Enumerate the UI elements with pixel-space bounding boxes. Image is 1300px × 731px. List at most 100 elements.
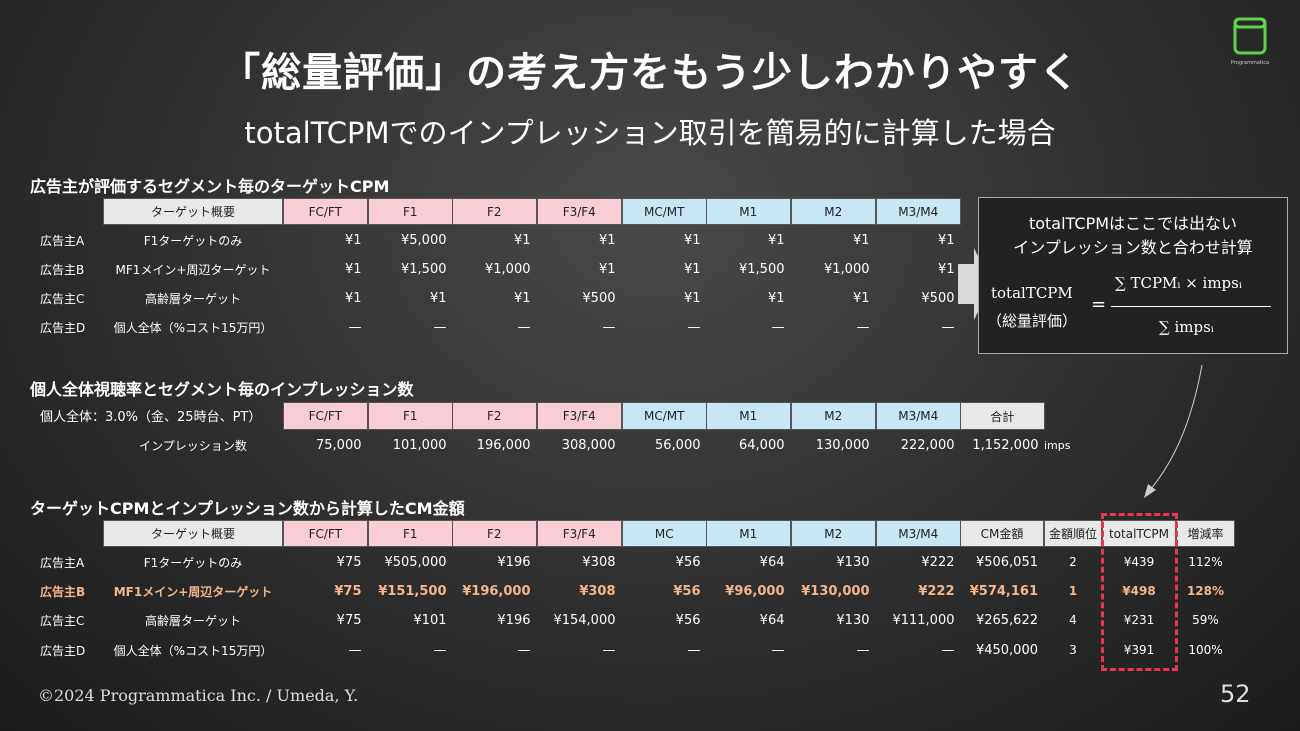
- impressions-value: 222,000: [900, 437, 955, 453]
- cpm-value: ¥1: [513, 232, 531, 248]
- header-column: FC/FT: [283, 520, 368, 547]
- cm-amount: ¥574,161: [969, 583, 1038, 599]
- cost-value: —: [856, 642, 870, 658]
- advertiser-label: 広告主C: [40, 291, 85, 306]
- cost-value: —: [517, 642, 531, 658]
- cost-value: ¥75: [334, 583, 362, 599]
- header-segment: FC/FT: [283, 402, 368, 430]
- cost-value: —: [941, 642, 955, 658]
- header-segment: F1: [368, 402, 453, 430]
- amount-rank: 2: [1069, 555, 1077, 569]
- cost-value: ¥130: [836, 554, 870, 570]
- cost-value: ¥308: [579, 583, 616, 599]
- impressions-value: 196,000: [476, 437, 531, 453]
- cost-value: ¥101: [413, 612, 447, 628]
- cost-value: —: [602, 642, 616, 658]
- cost-value: ¥130: [836, 612, 870, 628]
- target-summary: MF1メイン+周辺ターゲット: [113, 584, 273, 599]
- rating-label: 個人全体：3.0%（金、25時台、PT）: [40, 410, 262, 425]
- programmatica-logo: Programmatica: [1231, 16, 1269, 66]
- target-summary: 個人全体（%コスト15万円）: [113, 643, 273, 658]
- cost-value: ¥56: [675, 612, 701, 628]
- cost-value: ¥196: [497, 612, 531, 628]
- target-summary: 高齢層ターゲット: [144, 291, 241, 306]
- cost-value: ¥222: [921, 554, 955, 570]
- section3-title: ターゲットCPMとインプレッション数から計算したCM金額: [30, 499, 465, 518]
- cost-value: ¥154,000: [553, 612, 616, 628]
- amount-rank: 1: [1068, 584, 1078, 598]
- right-arrow-icon: [958, 248, 992, 320]
- target-summary: F1ターゲットのみ: [143, 555, 243, 570]
- cpm-value: ¥1,500: [401, 261, 447, 277]
- cpm-value: ¥1: [852, 290, 870, 306]
- cost-value: ¥130,000: [801, 583, 870, 599]
- cost-value: ¥308: [582, 554, 616, 570]
- section1-title: 広告主が評価するセグメント毎のターゲットCPM: [30, 177, 390, 196]
- cpm-value: ¥1: [598, 232, 616, 248]
- impressions-value: 56,000: [655, 437, 701, 453]
- cpm-value: ¥1: [683, 232, 701, 248]
- copyright: ©2024 Programmatica Inc. / Umeda, Y.: [38, 686, 359, 705]
- cpm-value: —: [517, 319, 531, 335]
- cpm-value: ¥1: [513, 290, 531, 306]
- cost-value: ¥111,000: [892, 612, 955, 628]
- header-column: CM金額: [960, 520, 1044, 547]
- impressions-value: 308,000: [561, 437, 616, 453]
- header-segment: M1: [706, 402, 791, 430]
- target-summary: 高齢層ターゲット: [144, 613, 241, 628]
- formula-equals: =: [1091, 294, 1107, 315]
- cost-value: ¥56: [673, 583, 701, 599]
- unit-label: imps: [1044, 438, 1071, 452]
- target-summary: MF1メイン+周辺ターゲット: [115, 262, 271, 277]
- impressions-label: インプレッション数: [139, 438, 247, 453]
- formula-note-line2: インプレッション数と合わせ計算: [1013, 238, 1253, 257]
- header-segment: MC/MT: [622, 198, 707, 225]
- cpm-value: —: [856, 319, 870, 335]
- header-segment: M3/M4: [876, 198, 961, 225]
- header-segment: M2: [791, 198, 876, 225]
- header-column: F2: [452, 520, 537, 547]
- header-segment: F3/F4: [537, 198, 622, 225]
- logo-icon: [1233, 17, 1267, 55]
- impressions-value: 75,000: [316, 437, 362, 453]
- header-segment: FC/FT: [283, 198, 368, 225]
- cost-value: ¥222: [918, 583, 955, 599]
- header-column: MC: [622, 520, 707, 547]
- cost-value: —: [771, 642, 785, 658]
- cpm-value: ¥5,000: [401, 232, 447, 248]
- header-segment: M1: [706, 198, 791, 225]
- change-rate: 59%: [1192, 613, 1219, 627]
- target-summary: 個人全体（%コスト15万円）: [113, 320, 273, 335]
- cpm-value: ¥1: [683, 261, 701, 277]
- cost-value: ¥196,000: [462, 583, 531, 599]
- advertiser-label: 広告主B: [40, 262, 85, 277]
- cpm-value: —: [687, 319, 701, 335]
- formula-lhs: totalTCPM: [991, 284, 1073, 302]
- logo-text: Programmatica: [1230, 60, 1270, 66]
- cost-value: ¥64: [759, 554, 785, 570]
- totaltcpm-value: ¥391: [1123, 643, 1155, 657]
- header-column: M1: [706, 520, 791, 547]
- header-segment: F2: [452, 198, 537, 225]
- cost-value: ¥56: [675, 554, 701, 570]
- cpm-value: ¥1: [767, 232, 785, 248]
- section2-title: 個人全体視聴率とセグメント毎のインプレッション数: [30, 380, 414, 399]
- advertiser-label: 広告主C: [40, 613, 85, 628]
- header-column: 増減率: [1176, 520, 1235, 547]
- slide-subtitle: totalTCPMでのインプレッション取引を簡易的に計算した場合: [244, 116, 1056, 150]
- cpm-value: ¥1: [683, 290, 701, 306]
- totaltcpm-highlight-box: [1101, 513, 1178, 671]
- cost-value: ¥196: [497, 554, 531, 570]
- header-segment: M2: [791, 402, 876, 430]
- formula-lhs-note: （総量評価）: [987, 312, 1078, 330]
- cm-amount: ¥450,000: [975, 642, 1038, 658]
- impressions-value: 130,000: [815, 437, 870, 453]
- amount-rank: 4: [1069, 613, 1077, 627]
- cpm-value: ¥1,000: [824, 261, 870, 277]
- pointer-arrow-icon: [1144, 364, 1203, 498]
- cpm-value: —: [433, 319, 447, 335]
- header-segment: F2: [452, 402, 537, 430]
- cost-value: —: [433, 642, 447, 658]
- totaltcpm-value: ¥231: [1123, 613, 1155, 627]
- cost-value: ¥64: [759, 612, 785, 628]
